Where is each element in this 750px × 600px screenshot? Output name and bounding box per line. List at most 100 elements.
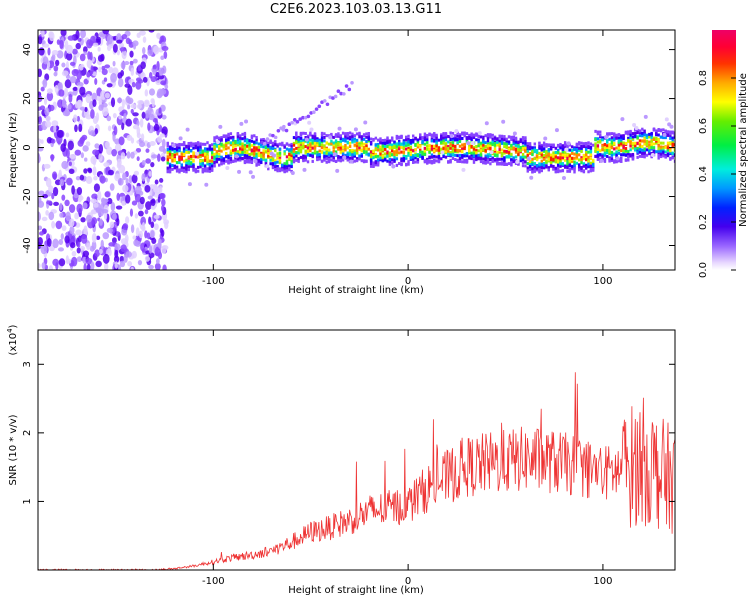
heatmap-cell (70, 242, 76, 249)
heatmap-cell (253, 142, 256, 146)
heatmap-cell (309, 138, 312, 142)
heatmap-cell (521, 141, 525, 145)
heatmap-cell (671, 143, 674, 147)
heatmap-cell (472, 133, 476, 137)
heatmap-cell (162, 264, 167, 270)
heatmap-cell (405, 156, 408, 160)
heatmap-cell (103, 262, 109, 270)
heatmap-cell (285, 162, 289, 166)
heatmap-cell (531, 170, 534, 174)
heatmap-cell (568, 167, 572, 171)
heatmap-cell (505, 149, 508, 153)
heatmap-cell (374, 143, 378, 147)
heatmap-cell (38, 153, 41, 163)
heatmap-cell (243, 156, 247, 160)
colorbar-ticks: 0.00.20.40.60.8 (698, 70, 736, 278)
heatmap-cell (271, 162, 275, 166)
heatmap-cell (362, 134, 366, 138)
heatmap-cell (51, 138, 56, 144)
heatmap-cell (348, 152, 352, 156)
heatmap-cell (136, 120, 140, 127)
heatmap-cell (166, 157, 169, 161)
heatmap-cell (428, 144, 431, 148)
heatmap-cell (331, 96, 335, 100)
heatmap-cell (217, 138, 221, 142)
heatmap-cell (43, 97, 48, 106)
heatmap-cell (206, 149, 209, 153)
heatmap-cell (391, 164, 396, 169)
heatmap-cell (486, 147, 490, 151)
heatmap-cell (500, 151, 504, 155)
heatmap-cell (304, 145, 307, 149)
heatmap-cell (283, 170, 286, 174)
heatmap-cell (185, 127, 190, 132)
heatmap-cell (645, 133, 649, 137)
heatmap-cell (160, 55, 165, 61)
heatmap-cell (388, 160, 392, 164)
heatmap-cell (348, 151, 352, 155)
heatmap-cell (540, 162, 543, 166)
heatmap-cell (645, 139, 649, 143)
heatmap-cell (400, 159, 403, 163)
heatmap-cell (344, 84, 349, 88)
heatmap-cell (627, 138, 630, 142)
heatmap-cell (121, 122, 125, 131)
heatmap-cell (468, 151, 471, 155)
heatmap-cell (51, 220, 56, 229)
heatmap-cell (282, 124, 286, 129)
heatmap-cell (442, 133, 445, 137)
heatmap-cell (397, 139, 401, 143)
heatmap-cell (451, 156, 455, 160)
heatmap-cell (153, 223, 159, 231)
heatmap-cell (132, 235, 137, 240)
heatmap-cell (381, 154, 385, 158)
heatmap-cell (351, 132, 354, 136)
heatmap-cell (208, 145, 212, 149)
heatmap-cell (585, 163, 588, 167)
heatmap-cell (348, 131, 352, 135)
heatmap-cell (337, 126, 342, 131)
heatmap-cell (426, 159, 429, 163)
heatmap-cell (484, 134, 487, 138)
heatmap-cell (330, 151, 333, 155)
heatmap-cell (533, 165, 536, 169)
heatmap-cell (196, 148, 200, 152)
heatmap-cell (264, 144, 268, 148)
heatmap-cell (365, 150, 368, 154)
heatmap-cell (414, 137, 417, 141)
heatmap-cell (442, 139, 445, 143)
heatmap-cell (662, 141, 665, 145)
heatmap-cell (528, 162, 532, 166)
heatmap-cell (673, 153, 675, 157)
heatmap-cell (114, 261, 118, 269)
heatmap-cell (295, 158, 298, 162)
colorbar-label: Normalized spectral amplitude (738, 73, 749, 227)
heatmap-cell (171, 159, 174, 163)
heatmap-cell (470, 138, 473, 142)
heatmap-cell (264, 146, 268, 150)
heatmap-cell (187, 147, 191, 151)
snr-y-ticks: 123 (22, 361, 675, 505)
heatmap-cell (393, 152, 396, 156)
heatmap-cell (624, 147, 628, 151)
heatmap-cell (108, 66, 114, 74)
heatmap-cell (643, 155, 646, 159)
heatmap-cell (395, 147, 399, 151)
heatmap-cell (248, 170, 253, 175)
heatmap-cell (657, 137, 660, 141)
heatmap-cell (606, 132, 609, 136)
heatmap-cell (666, 152, 670, 156)
heatmap-cell (358, 132, 361, 136)
heatmap-cell (381, 148, 385, 152)
heatmap-cell (85, 257, 93, 265)
heatmap-cell (353, 137, 356, 141)
heatmap-cell (344, 137, 347, 141)
heatmap-cell (533, 150, 536, 154)
heatmap-cell (278, 167, 282, 171)
heatmap-cell (461, 147, 464, 151)
heatmap-cell (273, 135, 278, 140)
heatmap-cell (437, 152, 441, 156)
heatmap-cell (355, 157, 359, 161)
heatmap-cell (397, 147, 401, 151)
heatmap-cell (526, 169, 529, 173)
